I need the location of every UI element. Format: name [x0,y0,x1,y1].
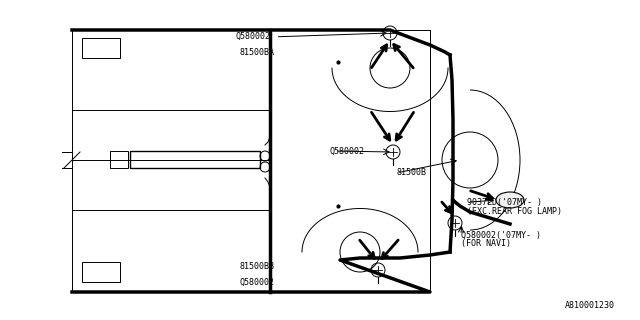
Bar [82,262,120,282]
Text: Q580002: Q580002 [236,32,271,41]
Text: 81500BB: 81500BB [240,262,275,271]
Bar [130,151,260,168]
Text: Q580002('07MY- ): Q580002('07MY- ) [461,231,541,240]
Ellipse shape [496,192,524,208]
Text: A810001230: A810001230 [565,301,615,310]
Text: (FOR NAVI): (FOR NAVI) [461,239,511,248]
Text: 81500B: 81500B [397,168,427,177]
Bar [82,38,120,58]
Text: Q580002: Q580002 [240,278,275,287]
Text: 9037LD('07MY- ): 9037LD('07MY- ) [467,198,542,207]
Text: Q580002: Q580002 [330,147,365,156]
Bar [110,151,128,168]
Text: (EXC.REAR FOG LAMP): (EXC.REAR FOG LAMP) [467,207,562,216]
Text: 81500BA: 81500BA [240,48,275,57]
